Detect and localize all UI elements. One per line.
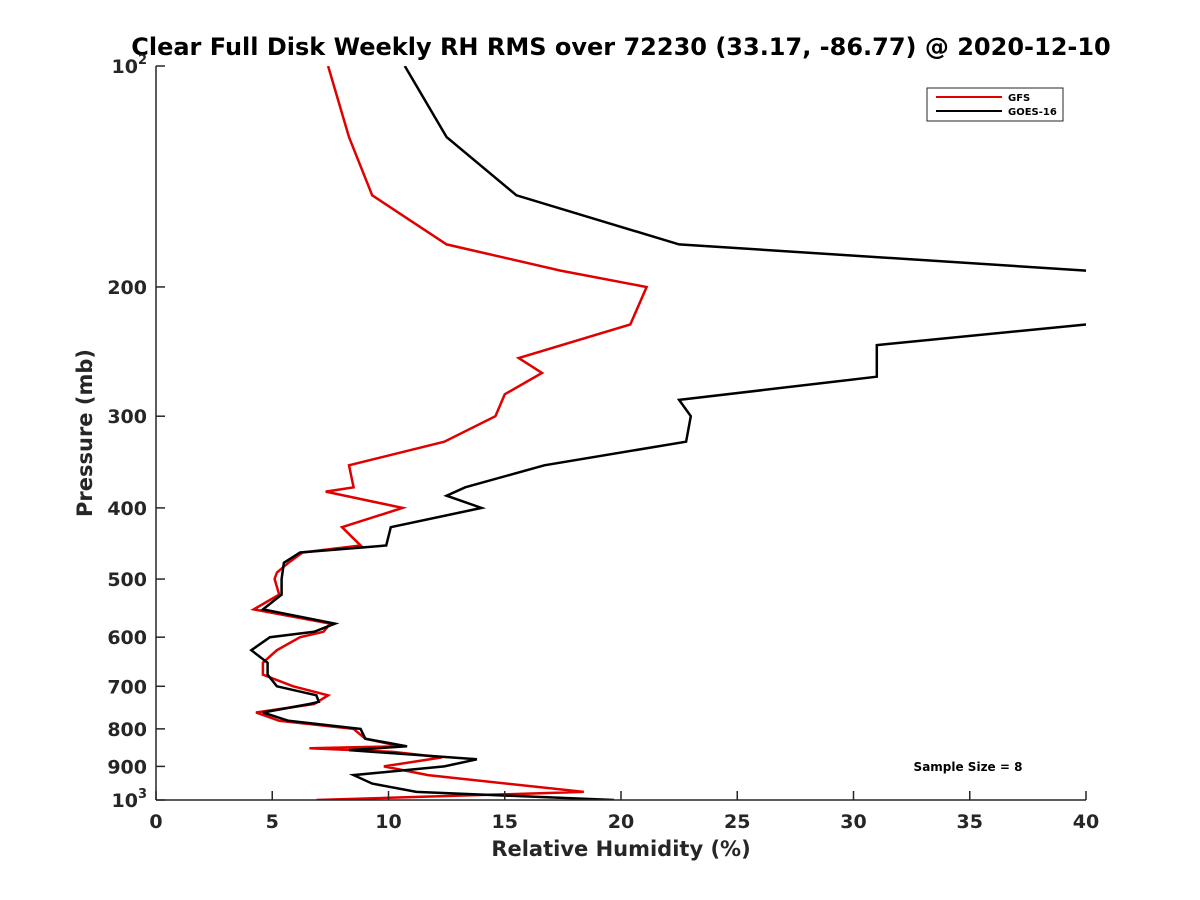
y-tick-label: 103 <box>112 787 148 812</box>
y-tick-base: 500 <box>107 569 147 591</box>
chart-title: Clear Full Disk Weekly RH RMS over 72230… <box>131 33 1111 61</box>
y-tick-base: 600 <box>107 627 147 649</box>
y-tick-exponent: 3 <box>138 787 147 802</box>
legend-box <box>926 87 1064 122</box>
y-tick-base: 400 <box>107 498 147 520</box>
y-tick-label: 300 <box>107 406 147 428</box>
y-tick-base: 800 <box>107 719 147 741</box>
x-axis-label: Relative Humidity (%) <box>491 837 750 861</box>
y-axis-label: Pressure (mb) <box>73 349 97 517</box>
x-ticks: 0 5 10 15 20 25 30 35 40 <box>149 791 1099 833</box>
x-tick-label: 15 <box>492 811 518 833</box>
y-tick-base: 700 <box>107 676 147 698</box>
x-tick-label: 10 <box>375 811 401 833</box>
x-tick-label: 30 <box>840 811 866 833</box>
x-tick-label: 40 <box>1073 811 1099 833</box>
legend-label-gfs: GFS <box>1008 93 1030 104</box>
legend-label-goes16: GOES-16 <box>1008 107 1057 118</box>
series-line-gfs <box>250 66 649 800</box>
sample-size-annotation: Sample Size = 8 <box>914 760 1023 774</box>
x-tick-label: 20 <box>608 811 634 833</box>
y-tick-label: 800 <box>107 719 147 741</box>
series-line-goes16 <box>249 66 1086 800</box>
x-tick-label: 5 <box>266 811 279 833</box>
y-tick-base: 300 <box>107 406 147 428</box>
series-layer <box>249 66 1086 800</box>
y-tick-label: 500 <box>107 569 147 591</box>
y-tick-label: 400 <box>107 498 147 520</box>
y-tick-label: 102 <box>112 53 148 78</box>
x-tick-label: 25 <box>724 811 750 833</box>
y-tick-label: 600 <box>107 627 147 649</box>
plot-area <box>249 66 1086 800</box>
y-tick-base: 10 <box>112 790 138 812</box>
y-tick-label: 900 <box>107 756 147 778</box>
y-tick-base: 10 <box>112 56 138 78</box>
y-tick-base: 900 <box>107 756 147 778</box>
x-tick-label: 35 <box>957 811 983 833</box>
legend: GFS GOES-16 <box>926 87 1064 122</box>
y-tick-label: 200 <box>107 277 147 299</box>
y-tick-exponent: 2 <box>138 53 147 68</box>
x-tick-label: 0 <box>149 811 162 833</box>
y-tick-label: 700 <box>107 676 147 698</box>
y-tick-base: 200 <box>107 277 147 299</box>
